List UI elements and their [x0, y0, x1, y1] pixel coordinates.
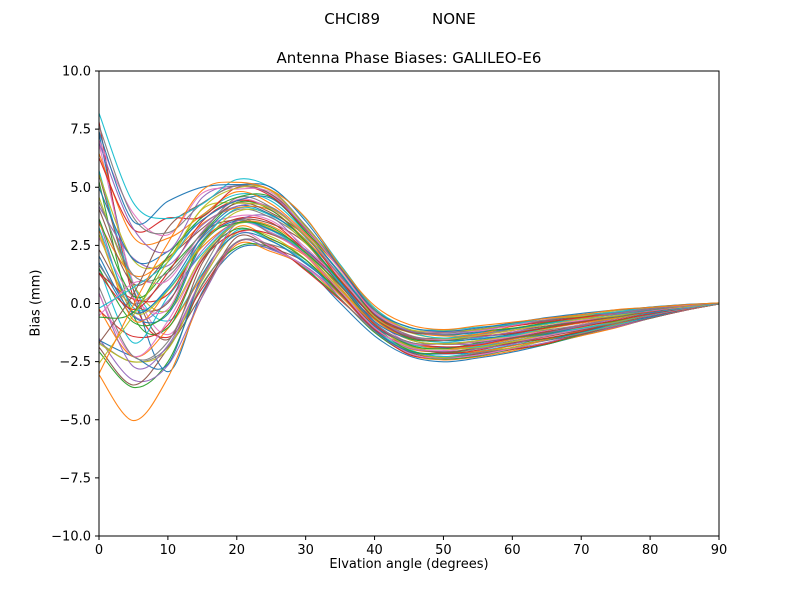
x-tick-label: 10 — [160, 543, 177, 558]
plot-axes: 0 10 20 30 40 50 60 70 80 90 10.0 7.5 5.0 2.5 0.0 −2.5 −… — [51, 65, 727, 559]
x-tick-label: 70 — [573, 543, 590, 558]
suptitle-station: CHCI89 — [324, 10, 380, 28]
y-tick-label: 10.0 — [62, 65, 91, 80]
bias-curve — [98, 181, 720, 374]
plot-lines — [98, 113, 720, 422]
x-tick-label: 60 — [504, 543, 521, 558]
y-tick-label: −7.5 — [59, 471, 91, 486]
suptitle: CHCI89 NONE — [0, 10, 800, 28]
y-tick-label: −10.0 — [51, 530, 91, 545]
bias-curve — [98, 221, 720, 350]
suptitle-mode: NONE — [432, 10, 476, 28]
x-tick-label: 50 — [435, 543, 452, 558]
bias-curve — [98, 142, 720, 335]
y-tick-label: 2.5 — [70, 239, 91, 254]
bias-curve — [98, 185, 720, 364]
y-tick-label: 0.0 — [70, 297, 91, 312]
y-tick-label: 5.0 — [70, 181, 91, 196]
chart-title: Antenna Phase Biases: GALILEO-E6 — [276, 49, 542, 67]
x-tick-label: 80 — [642, 543, 659, 558]
y-tick-label: 7.5 — [70, 123, 91, 138]
bias-curve — [98, 219, 720, 349]
bias-curve — [98, 217, 720, 361]
x-tick-label: 40 — [366, 543, 383, 558]
x-tick-label: 0 — [95, 543, 103, 558]
x-tick-label: 30 — [297, 543, 314, 558]
x-tick-label: 20 — [229, 543, 246, 558]
bias-curve — [98, 197, 720, 350]
y-tick-label: −2.5 — [59, 355, 91, 370]
y-axis-label: Bias (mm) — [28, 269, 44, 337]
x-axis-label: Elvation angle (degrees) — [329, 557, 489, 572]
y-tick-label: −5.0 — [59, 413, 91, 428]
x-tick-label: 90 — [711, 543, 728, 558]
